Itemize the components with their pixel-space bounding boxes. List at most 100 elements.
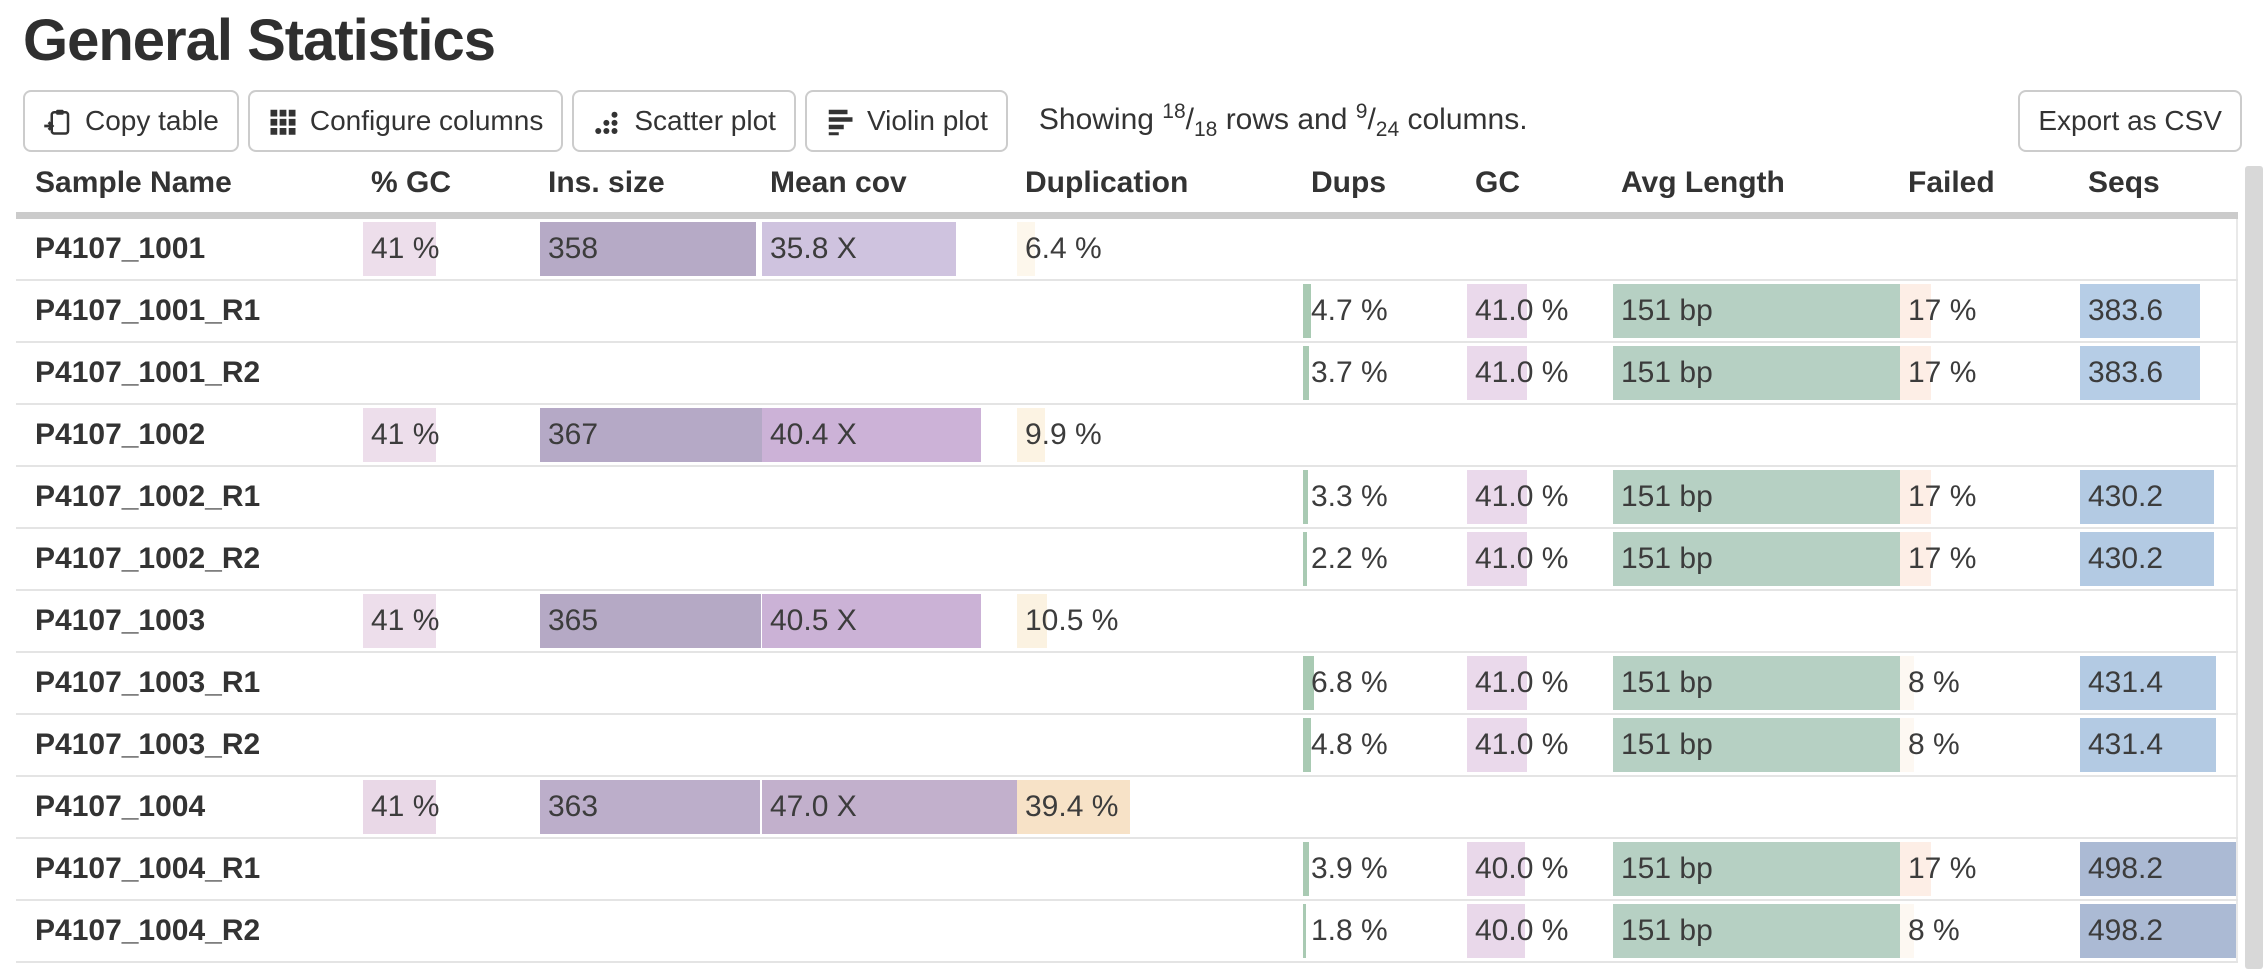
configure-columns-label: Configure columns	[309, 105, 544, 136]
data-bar	[1467, 904, 1526, 958]
sample-name-cell: P4107_1002_R1	[16, 466, 363, 529]
column-header-ins_size[interactable]: Ins. size	[540, 158, 762, 219]
cell-duplication: 9.9 %	[1017, 404, 1303, 467]
cell-failed: 17 %	[1900, 466, 2080, 529]
cell-ins_size	[540, 466, 762, 529]
copy-table-label: Copy table	[85, 105, 219, 136]
cell-value: 151 bp	[1621, 728, 1713, 761]
cell-seqs	[2080, 776, 2238, 839]
cell-dups: 3.3 %	[1303, 466, 1467, 529]
table-row: P4107_1003 41 % 365 40.5 X 10.5 %	[16, 590, 2238, 653]
cell-ins_size: 363	[540, 776, 762, 839]
sample-name-cell: P4107_1002	[16, 404, 363, 467]
data-bar	[1467, 718, 1527, 772]
data-bar	[1900, 346, 1931, 400]
data-bar	[1613, 346, 1900, 400]
cell-dups: 6.8 %	[1303, 652, 1467, 715]
general-statistics-table: Sample Name% GC Ins. size Mean cov Duplicat…	[16, 158, 2266, 963]
cell-value: 430.2	[2088, 542, 2164, 575]
table-header-row: Sample Name% GC Ins. size Mean cov Duplicat…	[16, 158, 2237, 219]
data-bar	[1613, 656, 1900, 710]
cell-mean_cov	[762, 342, 1017, 405]
cell-value: 17 %	[1908, 356, 1977, 389]
table-row: P4107_1003_R1 6.8 % 41.0 % 151 bp 8 % 431.4	[16, 652, 2238, 715]
cell-gc	[1467, 590, 1613, 653]
data-bar	[1900, 904, 1915, 958]
sample-name-cell: P4107_1002_R2	[16, 528, 363, 591]
data-bar	[2080, 532, 2215, 586]
column-header-avg_length[interactable]: Avg Length	[1613, 158, 1900, 219]
cell-ins_size	[540, 714, 762, 777]
cell-avg_length: 151 bp	[1613, 838, 1900, 901]
cell-pct_gc	[363, 466, 540, 529]
cell-value: 383.6	[2088, 294, 2164, 327]
toolbar: Copy table Configure columns Scatter plo…	[23, 90, 2242, 152]
data-bar	[1467, 532, 1527, 586]
cell-avg_length: 151 bp	[1613, 280, 1900, 343]
cell-pct_gc: 41 %	[363, 215, 540, 281]
sample-name-cell: P4107_1003_R1	[16, 652, 363, 715]
column-header-dups[interactable]: Dups	[1303, 158, 1467, 219]
table-row: P4107_1001_R1 4.7 % 41.0 % 151 bp 17 % 383.6	[16, 280, 2238, 343]
cell-value: 47.0 X	[770, 790, 857, 823]
cell-pct_gc	[363, 900, 540, 963]
configure-columns-button[interactable]: Configure columns	[247, 90, 564, 152]
cell-dups: 3.9 %	[1303, 838, 1467, 901]
data-bar	[540, 780, 760, 834]
cell-seqs: 383.6	[2080, 280, 2238, 343]
cell-value: 3.9 %	[1311, 852, 1388, 885]
cell-mean_cov: 40.5 X	[762, 590, 1017, 653]
cell-duplication: 6.4 %	[1017, 215, 1303, 281]
cell-pct_gc	[363, 652, 540, 715]
cell-value: 151 bp	[1621, 294, 1713, 327]
cell-mean_cov	[762, 528, 1017, 591]
cell-value: 4.8 %	[1311, 728, 1388, 761]
violin-plot-button[interactable]: Violin plot	[804, 90, 1008, 152]
vertical-scrollbar[interactable]	[2245, 166, 2263, 969]
scatter-icon	[592, 106, 622, 136]
cell-duplication	[1017, 280, 1303, 343]
column-header-pct_gc[interactable]: % GC	[363, 158, 540, 219]
sample-name: P4107_1004_R2	[35, 914, 261, 947]
cell-value: 8 %	[1908, 728, 1960, 761]
data-bar	[1017, 408, 1046, 462]
data-bar	[762, 780, 1017, 834]
cell-dups	[1303, 404, 1467, 467]
cell-failed	[1900, 590, 2080, 653]
data-bar	[1017, 780, 1130, 834]
column-header-seqs[interactable]: Seqs	[2080, 158, 2237, 219]
cell-avg_length: 151 bp	[1613, 342, 1900, 405]
cell-avg_length	[1613, 404, 1900, 467]
cell-failed: 17 %	[1900, 342, 2080, 405]
cell-value: 10.5 %	[1025, 604, 1119, 637]
export-csv-button[interactable]: Export as CSV	[2018, 90, 2242, 152]
data-bar	[1303, 346, 1310, 400]
data-bar	[2080, 904, 2236, 958]
data-bar	[363, 594, 436, 648]
cell-failed: 17 %	[1900, 280, 2080, 343]
column-header-mean_cov[interactable]: Mean cov	[762, 158, 1017, 219]
cell-pct_gc	[363, 528, 540, 591]
column-header-duplication[interactable]: Duplication	[1017, 158, 1303, 219]
table-row: P4107_1003_R2 4.8 % 41.0 % 151 bp 8 % 431.4	[16, 714, 2238, 777]
scatter-plot-button[interactable]: Scatter plot	[572, 90, 796, 152]
cell-seqs: 498.2	[2080, 838, 2238, 901]
sample-name-cell: P4107_1001_R1	[16, 280, 363, 343]
cell-duplication: 10.5 %	[1017, 590, 1303, 653]
cell-value: 17 %	[1908, 542, 1977, 575]
cell-duplication: 39.4 %	[1017, 776, 1303, 839]
column-header-sample[interactable]: Sample Name	[16, 158, 363, 219]
column-header-gc[interactable]: GC	[1467, 158, 1613, 219]
data-bar	[2080, 284, 2201, 338]
cell-mean_cov: 40.4 X	[762, 404, 1017, 467]
data-bar	[1467, 842, 1526, 896]
copy-table-button[interactable]: Copy table	[23, 90, 239, 152]
cell-mean_cov	[762, 838, 1017, 901]
cell-dups: 1.8 %	[1303, 900, 1467, 963]
cell-gc: 41.0 %	[1467, 280, 1613, 343]
column-header-failed[interactable]: Failed	[1900, 158, 2080, 219]
cell-gc: 41.0 %	[1467, 342, 1613, 405]
sample-name: P4107_1004	[35, 790, 206, 823]
cell-mean_cov: 35.8 X	[762, 215, 1017, 281]
cell-duplication	[1017, 652, 1303, 715]
